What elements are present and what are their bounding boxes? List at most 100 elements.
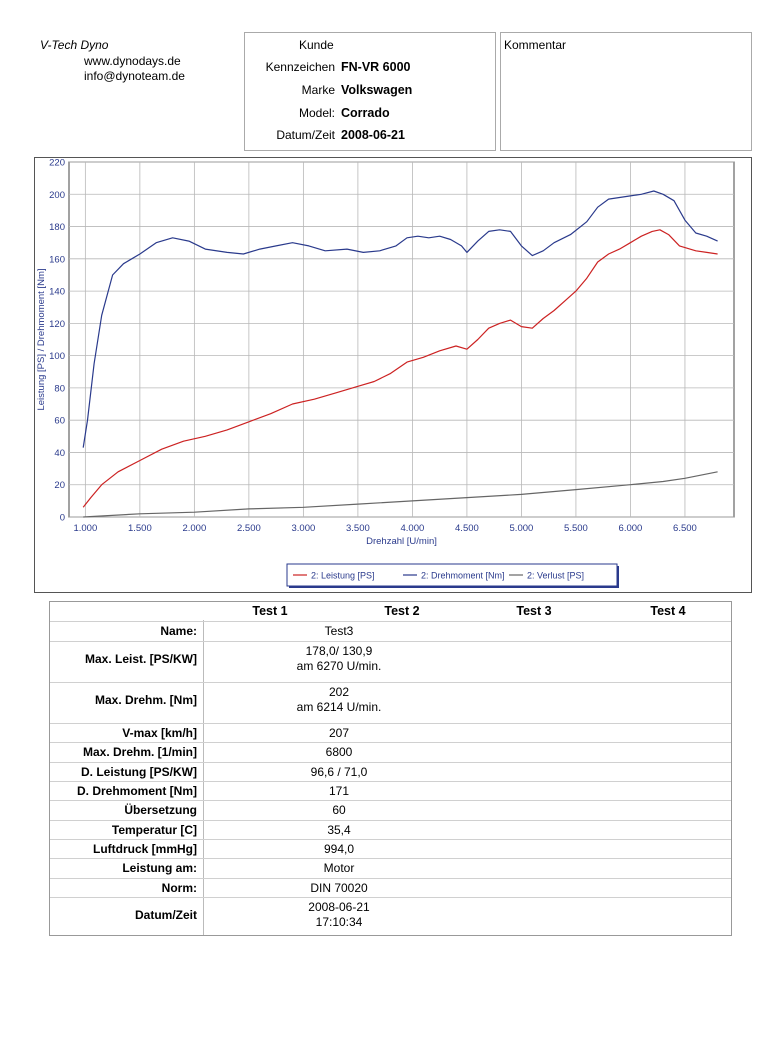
row-value: Motor bbox=[204, 861, 474, 876]
row-value-line-2: am 6270 U/min. bbox=[296, 659, 382, 673]
x-tick-label: 4.000 bbox=[401, 523, 425, 534]
x-tick-label: 6.500 bbox=[673, 523, 697, 534]
row-value-line-1: 6800 bbox=[325, 745, 353, 759]
row-divider bbox=[50, 820, 731, 821]
row-divider bbox=[50, 641, 731, 642]
results-table: Test 1 Test 2 Test 3 Test 4 Name: Test3 Ma… bbox=[49, 601, 732, 936]
row-value-line-1: Test3 bbox=[324, 624, 354, 638]
company-email: info@dynoteam.de bbox=[84, 69, 185, 83]
row-label: Max. Drehm. [1/min] bbox=[82, 745, 197, 759]
row-divider bbox=[50, 723, 731, 724]
legend-label: 2: Verlust [PS] bbox=[527, 571, 584, 581]
row-label: Norm: bbox=[161, 881, 197, 895]
row-value-line-1: 202 bbox=[328, 685, 350, 699]
row-value-line-2: 17:10:34 bbox=[315, 915, 363, 929]
row-divider bbox=[50, 800, 731, 801]
row-value-line-1: 178,0/ 130,9 bbox=[305, 644, 373, 658]
customer-field-label: Kennzeichen bbox=[265, 60, 335, 74]
row-label: Max. Leist. [PS/KW] bbox=[84, 652, 197, 666]
x-tick-label: 5.500 bbox=[564, 523, 588, 534]
y-tick-label: 100 bbox=[49, 351, 65, 362]
row-label: Name: bbox=[160, 624, 197, 638]
y-tick-label: 140 bbox=[49, 287, 65, 298]
row-value: 207 bbox=[204, 726, 474, 741]
x-tick-label: 6.000 bbox=[619, 523, 643, 534]
y-tick-label: 220 bbox=[49, 158, 65, 169]
row-value: 60 bbox=[204, 803, 474, 818]
company-name: V-Tech Dyno bbox=[40, 38, 109, 52]
row-divider bbox=[50, 781, 731, 782]
x-tick-label: 2.500 bbox=[237, 523, 261, 534]
y-axis-label: Leistung [PS] / Drehmoment [Nm] bbox=[36, 268, 47, 410]
row-label: Leistung am: bbox=[122, 861, 197, 875]
row-label: D. Leistung [PS/KW] bbox=[81, 765, 197, 779]
legend-label: 2: Leistung [PS] bbox=[311, 571, 375, 581]
comment-label: Kommentar bbox=[504, 38, 567, 52]
row-value: 2008-06-21 17:10:34 bbox=[204, 900, 474, 930]
column-header-test-1: Test 1 bbox=[252, 604, 288, 618]
y-tick-label: 40 bbox=[54, 448, 65, 459]
column-header-test-2: Test 2 bbox=[384, 604, 420, 618]
x-tick-label: 3.500 bbox=[346, 523, 370, 534]
column-header-test-3: Test 3 bbox=[516, 604, 552, 618]
row-value: 202 am 6214 U/min. bbox=[204, 685, 474, 715]
y-tick-label: 0 bbox=[60, 513, 65, 524]
company-url: www.dynodays.de bbox=[84, 54, 181, 68]
x-tick-label: 3.000 bbox=[291, 523, 315, 534]
dyno-chart: 0 20 40 60 80 100 120 140 160 180 200 220 1.000 1.500… bbox=[36, 158, 735, 588]
y-tick-label: 80 bbox=[54, 383, 65, 394]
row-divider bbox=[50, 762, 731, 763]
column-divider bbox=[203, 620, 204, 935]
row-divider bbox=[50, 742, 731, 743]
row-value: 96,6 / 71,0 bbox=[204, 765, 474, 780]
customer-field-label: Marke bbox=[301, 83, 335, 97]
row-value-line-1: 60 bbox=[332, 803, 346, 817]
row-value-line-1: 171 bbox=[328, 784, 350, 798]
customer-field-value: FN-VR 6000 bbox=[341, 60, 411, 74]
row-value-line-1: 35,4 bbox=[327, 823, 351, 837]
x-tick-label: 1.000 bbox=[73, 523, 97, 534]
row-divider bbox=[50, 682, 731, 683]
comment-box: Kommentar bbox=[500, 32, 752, 151]
customer-info-box: Kunde Kennzeichen FN-VR 6000 Marke Volks… bbox=[244, 32, 496, 151]
row-divider bbox=[50, 839, 731, 840]
legend-label: 2: Drehmoment [Nm] bbox=[421, 571, 505, 581]
y-tick-label: 60 bbox=[54, 416, 65, 427]
chart-frame bbox=[34, 157, 752, 593]
customer-field-label: Model: bbox=[298, 106, 335, 120]
customer-field-brand: Marke Volkswagen bbox=[245, 83, 497, 103]
row-label: V-max [km/h] bbox=[122, 726, 197, 740]
row-value: 6800 bbox=[204, 745, 474, 760]
y-tick-label: 160 bbox=[49, 254, 65, 265]
y-tick-label: 120 bbox=[49, 319, 65, 330]
row-value-line-1: 994,0 bbox=[323, 842, 355, 856]
row-value: 994,0 bbox=[204, 842, 474, 857]
legend-box bbox=[286, 563, 618, 587]
row-label: Max. Drehm. [Nm] bbox=[94, 693, 197, 707]
customer-field-date: Datum/Zeit 2008-06-21 bbox=[245, 128, 497, 148]
y-tick-label: 200 bbox=[49, 190, 65, 201]
row-divider bbox=[50, 897, 731, 898]
column-header-test-4: Test 4 bbox=[650, 604, 686, 618]
row-value-line-1: 207 bbox=[328, 726, 350, 740]
customer-field-model: Model: Corrado bbox=[245, 106, 497, 126]
row-value-line-1: DIN 70020 bbox=[310, 881, 368, 895]
x-axis-label: Drehzahl [U/min] bbox=[366, 536, 437, 547]
row-value: 178,0/ 130,9 am 6270 U/min. bbox=[204, 644, 474, 674]
customer-field-plate: Kennzeichen FN-VR 6000 bbox=[245, 60, 497, 80]
x-tick-label: 5.000 bbox=[510, 523, 534, 534]
row-value: Test3 bbox=[204, 624, 474, 639]
customer-field-value: 2008-06-21 bbox=[341, 128, 405, 142]
customer-field-value: Corrado bbox=[341, 106, 390, 120]
row-value-line-1: 2008-06-21 bbox=[308, 900, 370, 914]
row-value: DIN 70020 bbox=[204, 881, 474, 896]
row-divider bbox=[50, 621, 731, 622]
series-line-leistung bbox=[82, 229, 718, 508]
customer-field-value: Volkswagen bbox=[341, 83, 413, 97]
row-value-line-1: Motor bbox=[323, 861, 355, 875]
y-tick-label: 180 bbox=[49, 222, 65, 233]
plot-area bbox=[68, 161, 735, 518]
x-tick-label: 4.500 bbox=[455, 523, 479, 534]
row-value: 35,4 bbox=[204, 823, 474, 838]
row-value-line-1: 96,6 / 71,0 bbox=[310, 765, 368, 779]
